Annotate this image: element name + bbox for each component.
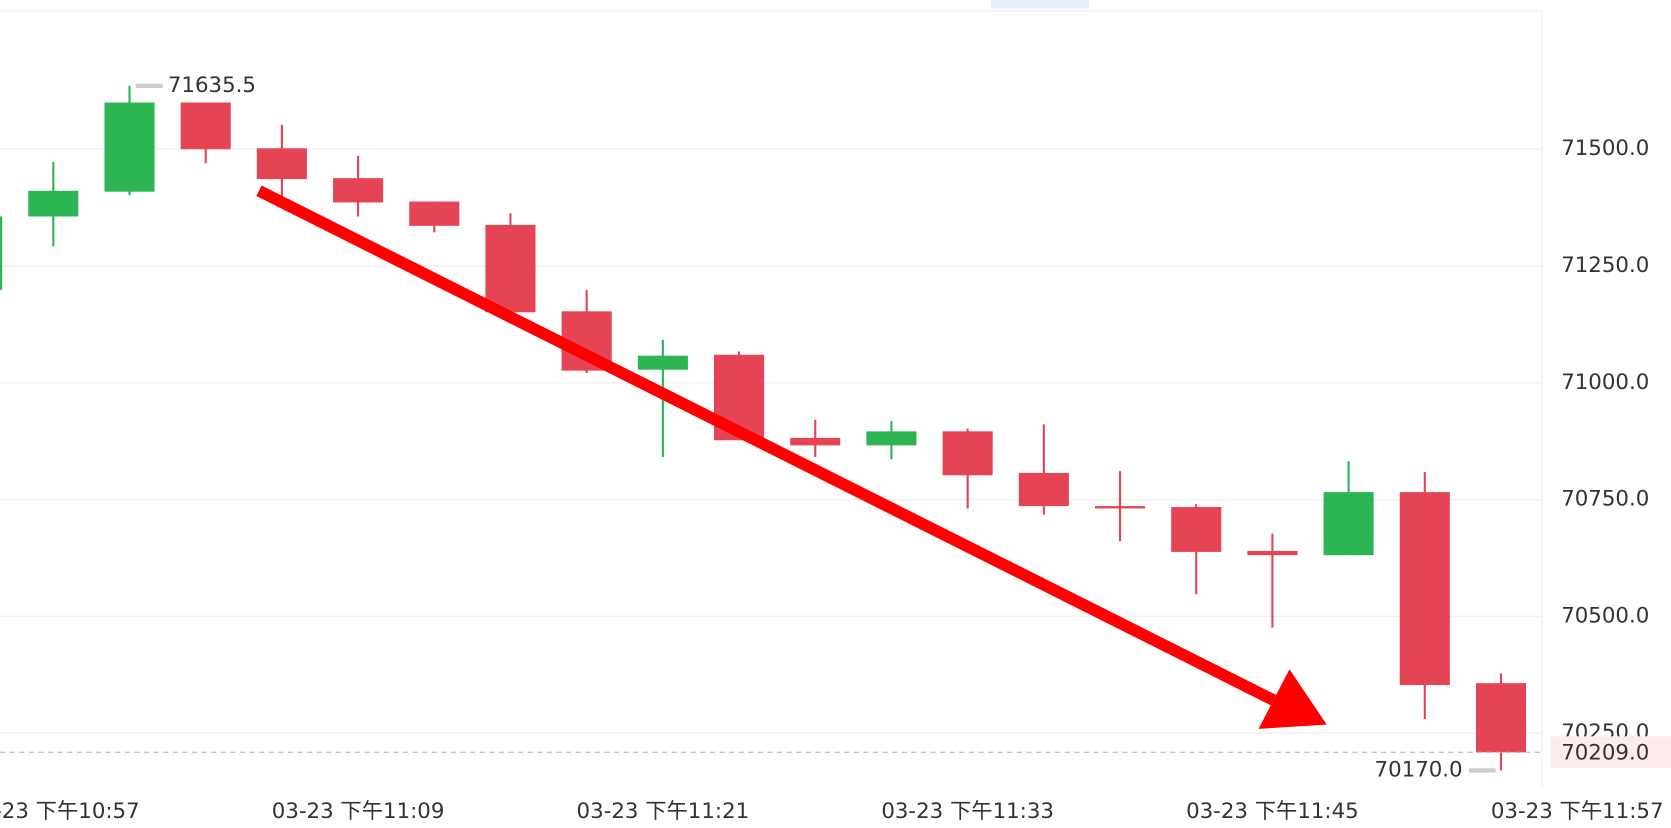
- arrow-shaft: [256, 185, 1277, 706]
- y-tick-label: 71250.0: [1561, 253, 1649, 278]
- candle-body: [1323, 492, 1374, 556]
- candle-body: [409, 201, 460, 226]
- x-tick-label: 03-23 下午11:21: [577, 799, 750, 824]
- x-tick-label: 03-23 下午11:57: [1491, 799, 1664, 824]
- top-highlight: [991, 0, 1090, 9]
- candle-body: [256, 148, 307, 180]
- candle-body: [104, 102, 155, 192]
- y-tick-label: 71000.0: [1561, 370, 1649, 395]
- candle-body: [790, 437, 841, 446]
- candle-body: [1399, 492, 1450, 686]
- candle-body: [1171, 507, 1222, 552]
- x-tick-label: 03-23 下午11:09: [272, 799, 445, 824]
- candle-body: [28, 190, 79, 217]
- last-price-label: 70209.0: [1561, 740, 1649, 765]
- trend-arrow: [256, 185, 1327, 729]
- candle-body: [0, 216, 3, 290]
- candle-body: [1475, 683, 1527, 753]
- candle-body: [180, 102, 231, 150]
- y-tick-label: 70500.0: [1561, 603, 1649, 628]
- candle-body: [942, 431, 993, 476]
- candle-body: [333, 178, 384, 203]
- labels: 70250.070500.070750.071000.071250.071500…: [0, 73, 1671, 824]
- y-tick-label: 71500.0: [1561, 136, 1649, 161]
- x-tick-label: 03-23 下午10:57: [0, 799, 140, 824]
- candles: [0, 85, 1527, 771]
- candle-body: [1094, 506, 1146, 509]
- candle-body: [866, 431, 917, 446]
- y-tick-label: 70750.0: [1561, 487, 1649, 512]
- arrow-head: [1258, 669, 1327, 729]
- low-label: 70170.0: [1375, 758, 1463, 783]
- candle-body: [1247, 550, 1298, 556]
- last-price-tag: [1550, 736, 1671, 769]
- candle-body: [637, 355, 688, 370]
- candle-body: [1018, 472, 1069, 507]
- high-label: 71635.5: [168, 73, 256, 98]
- candle-body: [485, 224, 536, 313]
- x-tick-label: 03-23 下午11:45: [1186, 799, 1359, 824]
- x-tick-label: 03-23 下午11:33: [881, 799, 1054, 824]
- grid: [0, 148, 1543, 734]
